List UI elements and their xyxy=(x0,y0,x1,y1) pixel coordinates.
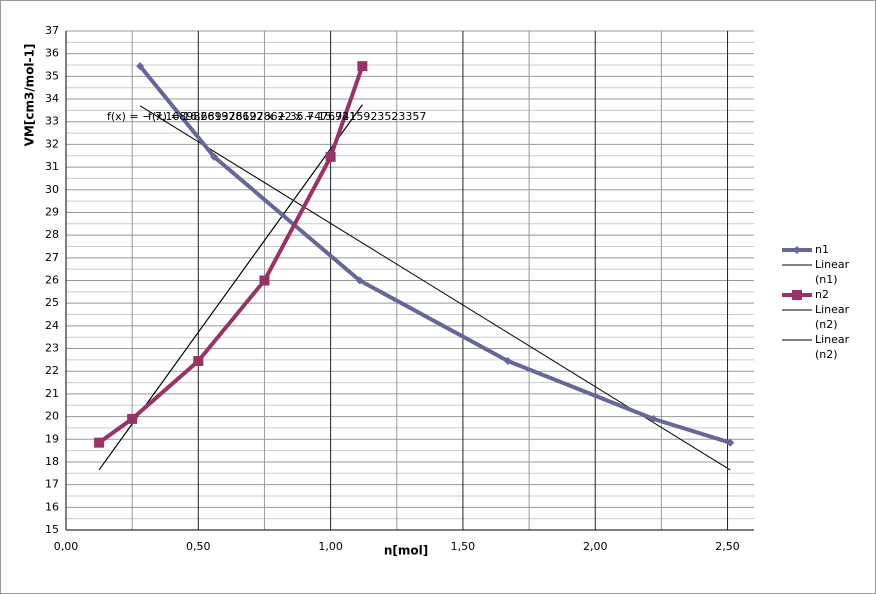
y-tick-label: 22 xyxy=(45,364,59,377)
x-tick-label: 0,00 xyxy=(54,540,79,553)
y-tick-label: 32 xyxy=(45,137,59,150)
y-tick-label: 15 xyxy=(45,523,59,536)
x-tick-label: 1,00 xyxy=(318,540,343,553)
legend-label: Linear (n1) xyxy=(815,258,850,286)
y-tick-label: 28 xyxy=(45,228,59,241)
y-tick-label: 25 xyxy=(45,296,59,309)
y-tick-label: 36 xyxy=(45,47,59,60)
y-tick-label: 27 xyxy=(45,251,59,264)
legend-label: n2 xyxy=(815,288,829,301)
y-tick-label: 29 xyxy=(45,205,59,218)
grid xyxy=(65,30,754,531)
point xyxy=(259,275,270,286)
x-axis-label: n[mol] xyxy=(384,544,428,558)
series-line xyxy=(97,65,365,445)
point xyxy=(193,356,204,367)
y-tick-label: 23 xyxy=(45,342,59,355)
trendline-equation: f(x) = 16.6893261978622 x + 15.741592352… xyxy=(148,110,426,123)
point xyxy=(726,438,735,447)
y-tick-label: 37 xyxy=(45,24,59,37)
point xyxy=(127,413,138,424)
y-tick-label: 24 xyxy=(45,319,59,332)
y-tick-label: 31 xyxy=(45,160,59,173)
y-tick-label: 35 xyxy=(45,69,59,82)
legend-label: n1 xyxy=(815,243,829,256)
x-tick-label: 0,50 xyxy=(186,540,211,553)
y-tick-label: 16 xyxy=(45,500,59,513)
point xyxy=(649,414,658,423)
point xyxy=(136,62,145,71)
point xyxy=(94,437,105,448)
y-tick-label: 33 xyxy=(45,115,59,128)
series-line xyxy=(138,64,731,445)
y-tick-label: 18 xyxy=(45,455,59,468)
y-tick-label: 19 xyxy=(45,432,59,445)
trendline-equation: f(x) = − 7.16898261978622 x + 35.7476921 xyxy=(107,110,356,123)
x-tick-label: 1,50 xyxy=(451,540,476,553)
x-tick-label: 2,00 xyxy=(583,540,608,553)
point xyxy=(357,61,368,72)
point xyxy=(210,152,219,161)
legend-label: Linear (n2) xyxy=(815,303,850,331)
x-tick-label: 2,50 xyxy=(715,540,740,553)
y-tick-label: 21 xyxy=(45,387,59,400)
y-tick-label: 34 xyxy=(45,92,59,105)
y-tick-label: 17 xyxy=(45,478,59,491)
point xyxy=(355,276,364,285)
y-axis-label: VM[cm3/mol-1] xyxy=(23,44,37,147)
y-tick-label: 26 xyxy=(45,274,59,287)
legend-label: Linear (n2) xyxy=(815,333,850,361)
y-tick-label: 30 xyxy=(45,183,59,196)
point xyxy=(325,151,336,162)
point xyxy=(503,357,512,366)
y-tick-label: 20 xyxy=(45,410,59,423)
